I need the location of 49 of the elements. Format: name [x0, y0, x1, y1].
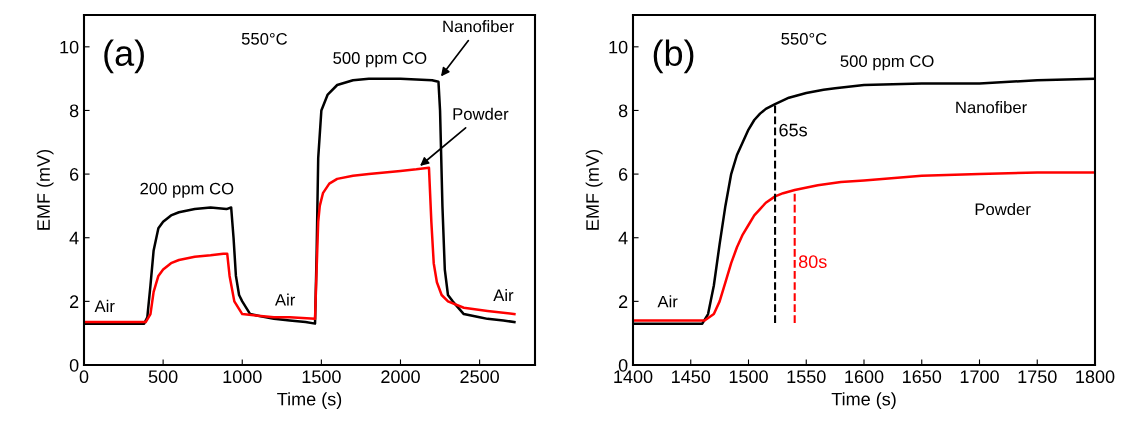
- y-tick-label: 6: [70, 168, 79, 181]
- y-tick-label: 4: [618, 231, 628, 245]
- ref-line-label: 65s: [779, 123, 807, 137]
- annotation: 550°C: [241, 32, 288, 45]
- annotation: Air: [657, 295, 678, 308]
- annotation: Nanofiber: [956, 101, 1027, 114]
- annotation: Powder: [975, 202, 1031, 216]
- line-series: [633, 171, 1095, 322]
- x-tick-label: 2500: [460, 370, 499, 384]
- annotation: 200 ppm CO: [140, 182, 234, 198]
- y-tick-label: 6: [619, 168, 628, 181]
- x-tick-label: 1800: [1076, 370, 1115, 384]
- x-tick-label: 1550: [787, 370, 826, 384]
- y-axis-title: EMF (mV): [36, 150, 54, 230]
- annotation: Air: [94, 299, 115, 312]
- x-tick-label: 2000: [381, 370, 420, 384]
- annotation: Powder: [453, 107, 509, 120]
- x-tick-label: 1000: [223, 370, 262, 384]
- text: (b): [653, 39, 694, 74]
- annotation: 550°C: [781, 32, 827, 45]
- y-tick-label: 2: [619, 295, 628, 308]
- annotation: 500 ppm CO: [333, 52, 427, 68]
- x-tick-label: 1600: [845, 370, 884, 384]
- y-tick-label: 0: [618, 358, 628, 372]
- annotation: 500 ppm CO: [840, 55, 934, 71]
- x-tick-label: 1750: [1018, 370, 1057, 384]
- annotation: Nanofiber: [443, 20, 515, 33]
- y-axis-title: EMF (mV): [585, 150, 603, 230]
- annotation: Air: [274, 293, 296, 306]
- x-axis-title: Time (s): [277, 392, 342, 410]
- y-tick-label: 10: [60, 40, 79, 54]
- y-tick-label: 8: [618, 104, 628, 118]
- text: (a): [104, 39, 144, 74]
- x-tick-label: 1500: [302, 370, 341, 384]
- x-axis-title: Time (s): [831, 392, 896, 410]
- x-tick-label: 1400: [614, 370, 653, 384]
- y-tick-label: 0: [69, 358, 79, 372]
- x-tick-label: 1650: [903, 370, 942, 384]
- y-tick-label: 4: [69, 231, 79, 245]
- y-tick-label: 8: [69, 104, 79, 118]
- annotation: Air: [493, 288, 514, 302]
- ref-line-label: 80s: [798, 255, 827, 269]
- x-tick-label: 1450: [672, 370, 711, 384]
- x-tick-label: 1500: [729, 370, 768, 384]
- y-tick-label: 2: [70, 295, 79, 308]
- x-tick-label: 500: [148, 370, 178, 384]
- y-tick-label: 10: [609, 40, 628, 54]
- x-tick-label: 0: [79, 370, 89, 384]
- x-tick-label: 1700: [960, 370, 999, 384]
